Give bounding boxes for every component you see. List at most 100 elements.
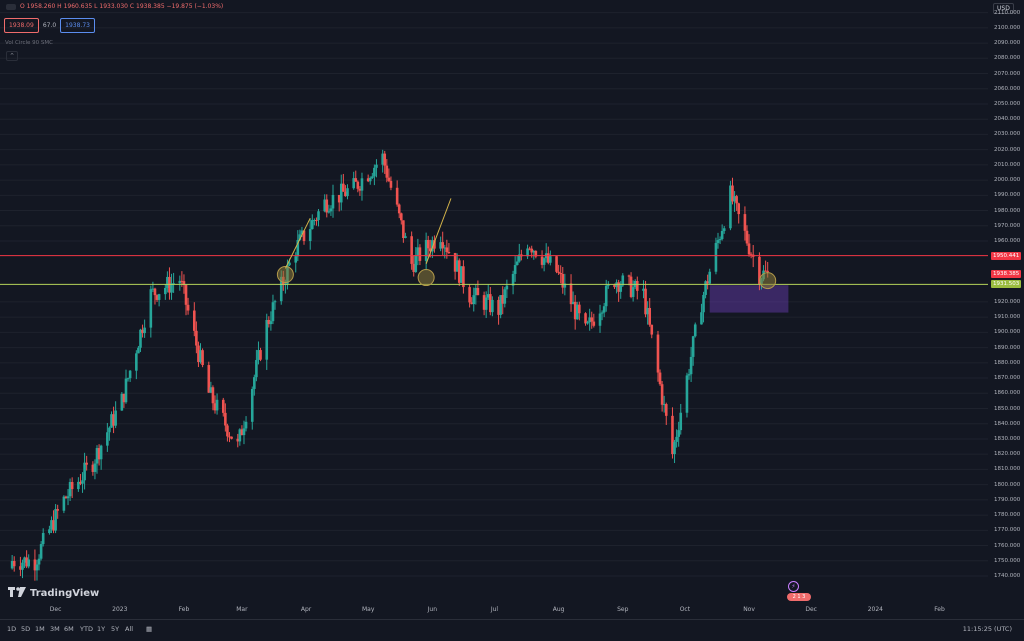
candle-body [153,288,157,296]
price-label: 1830.000 [994,435,1021,442]
candle-body [273,301,277,303]
candle-body [317,211,320,221]
candle-body [619,285,623,292]
candle-body [83,462,86,481]
candle-body [178,280,182,284]
timeframe-1d[interactable]: 1D [7,625,17,633]
candle-body [416,247,420,256]
price-label: 2100.000 [994,24,1021,31]
candle-body [259,350,262,360]
candle-body [25,557,28,567]
candle-body [532,250,536,253]
candle-body [482,295,486,310]
sell-button[interactable]: 1938.09 [4,18,39,33]
candle-body [242,428,246,436]
event-badge[interactable]: 2 1 3 [787,593,811,601]
candle-body [215,399,219,411]
candle-body [337,194,341,203]
price-label: 2070.000 [994,70,1021,77]
candle-body [528,248,531,250]
timeframe-1y[interactable]: 1Y [97,625,106,633]
indicator-label[interactable]: Vol Circle 90 SMC [5,40,53,46]
candle-body [716,240,720,243]
candle-body [689,356,693,375]
candle-body [375,164,378,168]
candle-body [323,199,327,212]
candle-body [720,230,724,240]
candle-body [54,509,57,531]
candle-body [209,387,213,393]
lightning-icon[interactable]: ⚡ [788,581,799,592]
candle-body [300,230,304,235]
candle-body [207,365,211,393]
clock[interactable]: 11:15:25 (UTC) [962,625,1012,633]
candle-body [110,414,113,428]
timeframe-all[interactable]: All [125,625,134,633]
candle-body [114,410,117,426]
candle-body [693,324,697,337]
candle-body [288,262,291,266]
price-label: 1860.000 [994,390,1021,397]
timeframe-5d[interactable]: 5D [21,625,31,633]
candle-body [424,239,428,261]
candle-body [646,307,649,315]
candle-body [397,204,401,214]
candle-body [213,403,217,411]
price-chart[interactable] [0,0,988,600]
candle-body [310,220,314,230]
candle-body [439,242,442,249]
time-label: Oct [679,606,691,613]
candle-body [56,509,59,511]
candle-body [445,247,449,252]
collapse-icon[interactable]: ⌃ [6,51,18,61]
candle-body [431,240,434,252]
candle-body [279,276,283,302]
currency-selector[interactable]: USD [993,3,1014,14]
candle-body [128,370,132,379]
candle-body [658,372,662,385]
candle-body [186,304,190,311]
timeframe-5y[interactable]: 5Y [111,625,120,633]
candle-body [497,299,500,315]
time-label: Jun [427,606,438,613]
calendar-icon[interactable]: ▦ [146,625,153,633]
timeframe-6m[interactable]: 6M [64,625,74,633]
candle-body [602,306,606,313]
candle-body [642,288,645,291]
candle-body [650,324,654,335]
candle-body [27,559,30,567]
candle-body [737,203,741,215]
candle-body [221,399,225,413]
timeframe-3m[interactable]: 3M [50,625,60,633]
candle-body [586,322,589,324]
candle-body [180,280,184,282]
time-label: Feb [934,606,945,613]
buy-button[interactable]: 1938.73 [60,18,95,33]
timeframe-1m[interactable]: 1M [35,625,45,633]
price-badge-red: 1950.441 [991,251,1022,260]
candle-body [455,260,459,272]
candle-body [745,230,749,244]
candle-body [671,415,674,455]
candle-body [157,294,161,300]
symbol-icon[interactable] [6,3,16,10]
candle-body [729,185,732,229]
candle-body [224,412,227,426]
price-badge-current: 1938.385 [991,269,1022,278]
candle-body [93,463,97,472]
candle-body [600,312,604,314]
candle-body [687,374,691,376]
candle-body [52,520,55,531]
candle-body [722,228,726,231]
candle-body [135,353,138,371]
candle-body [679,412,683,431]
candle-body [747,243,751,255]
candle-body [491,299,494,313]
candle-body [197,345,200,363]
candle-body [271,302,275,322]
time-label: May [361,606,375,613]
candle-body [656,334,660,373]
timeframe-ytd[interactable]: YTD [80,625,93,633]
candle-body [534,250,538,257]
candle-body [48,529,51,534]
